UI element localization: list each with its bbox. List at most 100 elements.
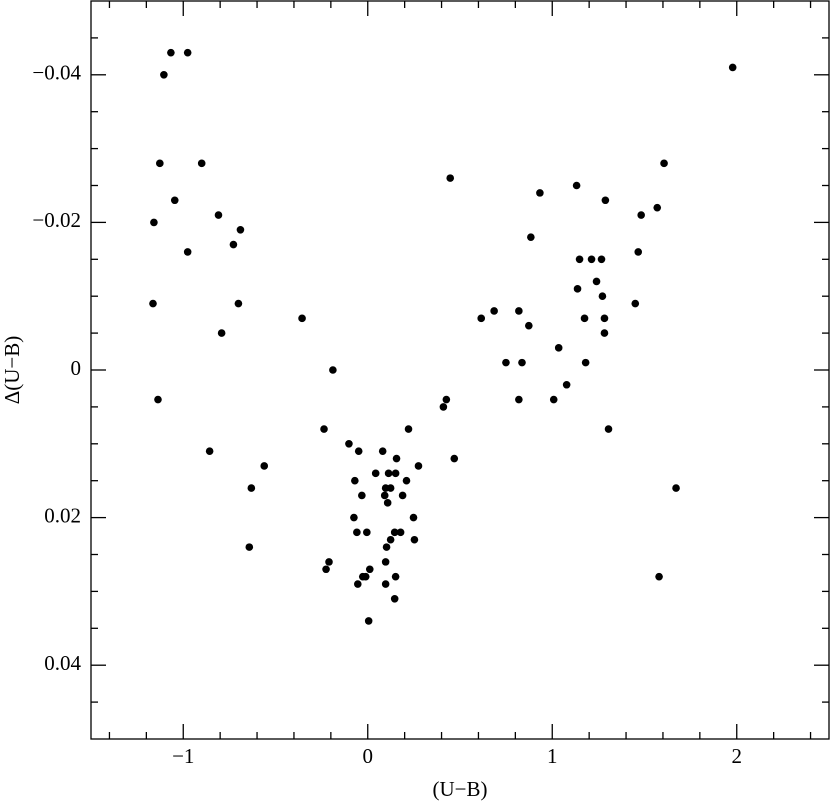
y-tick-label: 0.04 [44,651,81,675]
point [156,159,164,168]
point [234,299,243,308]
x-tick-label: 1 [547,744,558,768]
point [598,292,607,301]
point [634,248,643,256]
point [154,395,162,404]
point [371,469,380,478]
x-tick-label: 2 [732,744,743,768]
point [386,484,395,492]
point [325,558,333,566]
point [381,558,390,566]
point [381,580,390,588]
point [197,159,206,168]
point [660,159,668,168]
x-tick-label: 0 [363,744,374,768]
point [396,528,405,537]
point [631,299,640,308]
point [183,248,192,256]
point [236,225,245,234]
point [205,447,214,455]
point [410,535,419,544]
point [217,329,226,337]
point [149,299,157,308]
x-axis-label: (U−B) [432,777,487,801]
x-tick-label: −1 [172,744,194,768]
point [245,543,254,551]
point [572,181,581,190]
point [380,491,389,500]
point [525,321,533,330]
point [728,63,737,72]
point [160,71,168,79]
point [518,358,526,367]
point [386,535,395,544]
y-tick-label: −0.02 [32,208,81,232]
point [365,565,374,574]
point [391,469,400,478]
point [581,358,590,367]
point [600,329,609,337]
point [554,344,563,352]
point [573,285,582,293]
point [378,447,387,455]
point [383,499,392,507]
point [361,572,370,581]
point [390,594,399,603]
point [391,572,400,581]
point [183,48,192,57]
point [580,314,589,323]
point [587,255,596,264]
point [442,395,451,404]
point [150,218,158,227]
point [549,395,558,404]
point [527,233,535,241]
point [446,174,455,182]
point [404,425,413,433]
point [477,314,486,323]
y-tick-label: −0.04 [32,61,81,85]
point [322,565,330,574]
point [167,48,175,57]
point [672,484,680,492]
point [409,513,418,522]
point [229,240,238,249]
point [653,203,662,212]
point [298,314,306,323]
point [384,469,393,478]
point [382,543,391,551]
point [402,476,411,485]
point [655,572,663,581]
point [592,277,601,286]
point [575,255,584,264]
point [353,580,362,588]
point [562,380,571,389]
plot-frame [90,0,830,740]
point [358,491,366,500]
point [450,454,459,463]
point [439,403,448,411]
point [214,211,223,219]
point [390,528,399,537]
point [515,395,523,404]
point [329,366,337,374]
point [353,528,361,537]
point [600,314,609,323]
point [597,255,606,264]
point [350,513,358,522]
point [398,491,407,500]
point [320,425,328,433]
point [490,307,498,315]
point [601,196,610,205]
point [170,196,179,205]
point [260,462,269,470]
point [363,528,371,537]
point [414,462,423,470]
y-axis-label: Δ(U−B) [0,336,24,405]
point [351,476,359,485]
y-tick-label: 0.02 [44,503,81,527]
y-tick-label: 0 [71,356,82,380]
point [392,454,401,463]
point [354,447,363,455]
